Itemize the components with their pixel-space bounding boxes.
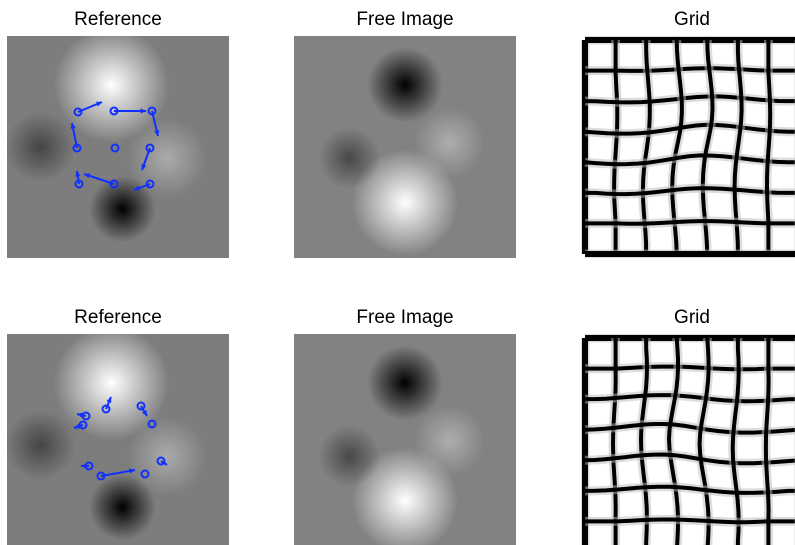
blob bbox=[414, 107, 485, 178]
page: Reference Free Image Grid Reference Free Ima… bbox=[0, 0, 795, 545]
panel-title: Free Image bbox=[356, 9, 453, 30]
blob bbox=[5, 409, 76, 480]
blob bbox=[367, 47, 442, 122]
grid-line bbox=[585, 520, 795, 523]
blob bbox=[318, 425, 380, 487]
panel-image bbox=[581, 36, 795, 258]
panel-title: Grid bbox=[674, 307, 710, 328]
panel-image bbox=[5, 325, 229, 545]
blob bbox=[414, 405, 485, 476]
figure: Reference Free Image Grid Reference Free Ima… bbox=[0, 0, 795, 545]
blob bbox=[367, 345, 442, 420]
panel-title: Reference bbox=[74, 307, 162, 328]
panel-image bbox=[581, 334, 795, 545]
panel-title: Reference bbox=[74, 9, 162, 30]
blob bbox=[89, 474, 156, 541]
panel-title: Grid bbox=[674, 9, 710, 30]
grid-line bbox=[585, 68, 795, 71]
blob bbox=[318, 127, 380, 189]
panel-title: Free Image bbox=[356, 307, 453, 328]
panel-image bbox=[294, 334, 516, 545]
grid-line bbox=[585, 367, 795, 370]
panel-image bbox=[5, 27, 229, 258]
blob bbox=[5, 111, 76, 182]
panel-image bbox=[294, 36, 516, 258]
